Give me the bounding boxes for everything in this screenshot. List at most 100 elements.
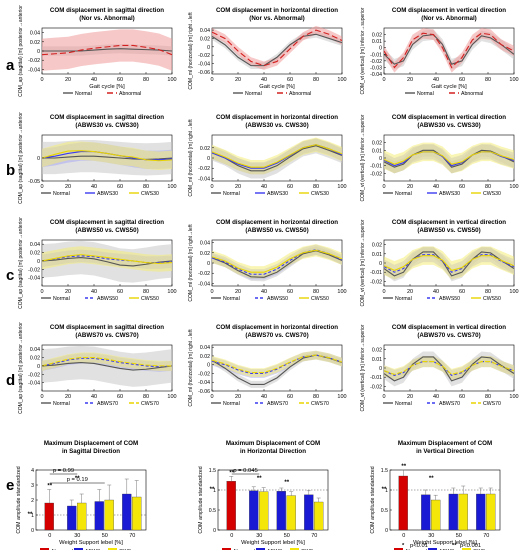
y-tick-label: -0.04 <box>198 62 210 68</box>
x-tick-label: 80 <box>143 394 149 400</box>
legend: Normal ABWS30 CWS30 <box>41 191 159 197</box>
legend-label-cws30: CWS30 <box>311 191 329 197</box>
x-tick-label: 60 <box>117 289 123 295</box>
legend-label-abws70: ABWS70 <box>439 401 460 407</box>
series-line-abnormal <box>211 29 343 67</box>
x-tick-label: 30 <box>74 533 80 539</box>
x-tick-label: 100 <box>337 289 346 295</box>
series-line-abws70 <box>41 357 173 368</box>
x-tick-label: 100 <box>337 394 346 400</box>
y-axis-label: COM_ml (horizontal) [m] right→left <box>188 224 194 302</box>
legend-label-cws70: CWS70 <box>311 401 329 407</box>
significance-star: ** <box>47 484 52 490</box>
bar-abws-70 <box>122 493 132 531</box>
y-axis-label: COM_ap (sagittal) [m] posterior→anterior <box>18 112 24 204</box>
p-value-label: p = 0.99 <box>53 468 74 474</box>
chart-subtitle: (ABWS30 vs. CWS30) <box>245 122 308 129</box>
y-tick-label: 4 <box>31 468 34 474</box>
chart-panel-c2: COM displacement in horizontal direction… <box>188 219 347 302</box>
legend-label-abnormal: Abnormal <box>119 91 141 97</box>
x-tick-label: 60 <box>459 394 465 400</box>
y-tick-label: 0.02 <box>200 251 210 257</box>
y-axis-label: COM_vt (vertical) [m] inferior→superior <box>360 7 366 94</box>
legend-label-cws30: CWS30 <box>483 191 501 197</box>
x-tick-label: 100 <box>509 77 518 83</box>
x-tick-label: 100 <box>167 289 176 295</box>
band-abnormal <box>384 28 514 73</box>
x-tick-label: 60 <box>287 77 293 83</box>
chart-panel-c3: COM displacement in vertical direction(A… <box>360 219 519 306</box>
y-tick-label: 0 <box>379 261 382 267</box>
bar-abws-30 <box>67 505 77 531</box>
significance-symbol: ** <box>452 543 457 549</box>
x-tick-label: 0 <box>382 77 385 83</box>
x-axis-label: Gait cycle [%] <box>431 84 467 90</box>
y-tick-label: 0 <box>213 528 216 534</box>
x-tick-label: 0 <box>40 289 43 295</box>
y-tick-label: 0 <box>207 363 210 369</box>
x-tick-label: 40 <box>91 77 97 83</box>
annotations: p = 0.99p = 0.19****** <box>28 468 105 518</box>
y-tick-label: -0.06 <box>198 389 210 395</box>
y-tick-label: 0.02 <box>30 251 40 257</box>
x-tick-label: 40 <box>433 184 439 190</box>
legend-label-cws50: CWS50 <box>141 296 159 302</box>
x-tick-label: 100 <box>509 289 518 295</box>
y-tick-label: -0.02 <box>28 267 40 273</box>
band-abnormal <box>42 29 172 71</box>
y-tick-label: 0.5 <box>209 508 216 514</box>
y-tick-label: 1.5 <box>209 468 216 474</box>
series-line-cws70 <box>41 356 172 367</box>
series-line-abnormal <box>41 44 173 56</box>
x-tick-label: 60 <box>459 289 465 295</box>
y-tick-label: 0.01 <box>372 252 382 258</box>
y-tick-label: -0.04 <box>198 176 210 182</box>
y-tick-label: -0.01 <box>370 52 382 58</box>
x-axis-label: Gait cycle [%] <box>259 84 295 90</box>
legend-label-normal: Normal <box>223 191 240 197</box>
y-tick-label: 0.02 <box>200 146 210 152</box>
legend-label-abws50: ABWS50 <box>267 296 288 302</box>
chart-title: Maximum Displacement of COM <box>398 440 492 447</box>
legend-label-normal: Normal <box>223 296 240 302</box>
legend: Normal ABWS70 CWS70 <box>383 401 501 407</box>
bar-cws-30 <box>431 499 441 531</box>
legend: Normal ABWS50 CWS50 <box>383 296 501 302</box>
x-tick-label: 30 <box>428 533 434 539</box>
significance-star: ** <box>429 476 434 482</box>
y-axis-label: COM_ap (sagittal) [m] posterior→anterior <box>18 217 24 309</box>
legend-label-normal: Normal <box>223 401 240 407</box>
annotations: p = 0.045******** <box>210 468 290 493</box>
legend-swatch-abws <box>74 548 83 550</box>
x-tick-label: 80 <box>313 184 319 190</box>
significance-key: * p<0.01 ** p<0.001 <box>402 543 481 549</box>
y-tick-label: -0.02 <box>28 58 40 64</box>
y-tick-label: 0.02 <box>372 243 382 249</box>
series-line-abnormal <box>383 32 515 69</box>
x-tick-label: 40 <box>261 394 267 400</box>
series-line-normal <box>41 362 173 371</box>
x-tick-label: 20 <box>235 184 241 190</box>
y-tick-label: -0.01 <box>370 270 382 276</box>
row-label-d: d <box>6 372 15 389</box>
x-tick-label: 0 <box>402 533 405 539</box>
legend-label-cws30: CWS30 <box>141 191 159 197</box>
x-tick-label: 20 <box>235 289 241 295</box>
x-tick-label: 40 <box>433 77 439 83</box>
y-tick-label: -0.04 <box>198 281 210 287</box>
series-line-normal <box>42 155 173 160</box>
legend-swatch-cws <box>462 548 471 550</box>
legend-label-normal: Normal <box>75 91 92 97</box>
x-tick-label: 60 <box>459 77 465 83</box>
p-value-label: p = 0.045 <box>233 468 257 474</box>
bar-cws-30 <box>77 502 87 531</box>
x-tick-label: 60 <box>287 184 293 190</box>
y-tick-label: 0 <box>207 261 210 267</box>
legend-label-abnormal: Abnormal <box>461 91 483 97</box>
y-axis-label: COM amplitude standardized <box>198 466 204 533</box>
y-tick-label: 0 <box>379 366 382 372</box>
x-tick-label: 0 <box>382 184 385 190</box>
x-tick-label: 40 <box>91 289 97 295</box>
x-tick-label: 50 <box>456 533 462 539</box>
x-tick-label: 80 <box>485 77 491 83</box>
